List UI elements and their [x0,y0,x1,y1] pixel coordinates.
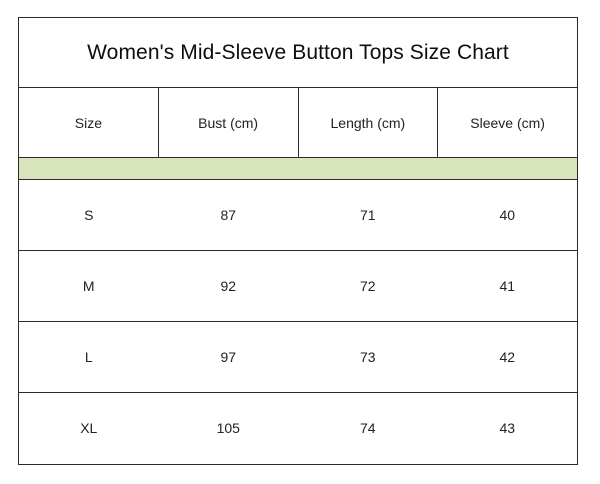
header-length: Length (cm) [299,88,439,157]
table-row: S 87 71 40 [19,180,577,251]
table-row: M 92 72 41 [19,251,577,322]
cell-sleeve: 43 [499,419,516,436]
cell-sleeve: 40 [499,207,516,223]
cell-bust: 87 [220,207,237,223]
cell-size: M [82,278,95,294]
header-row: Size Bust (cm) Length (cm) Sleeve (cm) [19,88,577,158]
chart-title: Women's Mid-Sleeve Button Tops Size Char… [19,18,577,88]
cell-length: 74 [359,419,376,436]
cell-size: S [84,207,94,223]
cell-sleeve: 41 [499,278,516,294]
cell-size: L [84,349,93,365]
cell-bust: 105 [216,419,240,436]
header-sleeve: Sleeve (cm) [470,114,545,131]
cell-length: 72 [359,278,376,294]
highlight-band [19,158,577,180]
header-bust: Bust (cm) [159,88,299,157]
size-chart-table: Women's Mid-Sleeve Button Tops Size Char… [18,17,578,465]
cell-length: 73 [359,349,376,365]
table-row: XL 105 74 43 [19,393,577,462]
cell-bust: 97 [220,349,237,365]
cell-bust: 92 [220,278,237,294]
table-row: L 97 73 42 [19,322,577,393]
cell-sleeve: 42 [499,349,516,365]
cell-size: XL [80,419,98,436]
header-size: Size [19,88,159,157]
cell-length: 71 [359,207,376,223]
